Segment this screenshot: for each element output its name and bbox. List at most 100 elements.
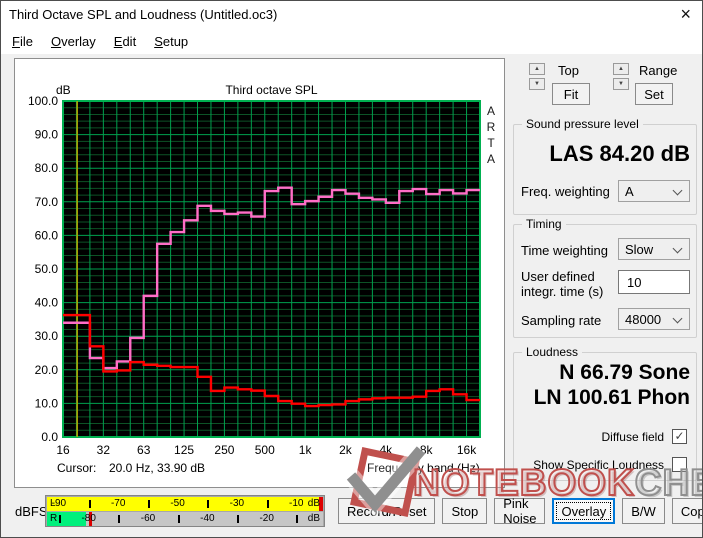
svg-text:60.0: 60.0 [35,228,59,242]
svg-text:10.0: 10.0 [35,396,59,410]
menu-item-file[interactable]: File [12,33,33,49]
svg-text:125: 125 [174,443,194,457]
spl-group: Sound pressure level LAS 84.20 dB Freq. … [513,117,697,215]
cursor-label: Cursor: [57,461,97,475]
svg-text:50.0: 50.0 [35,262,59,276]
svg-text:0.0: 0.0 [41,430,58,444]
meter-tick [118,515,121,523]
sampling-rate-value: 48000 [625,311,662,327]
time-weighting-select[interactable]: Slow [618,238,690,260]
freq-weighting-label: Freq. weighting [521,184,610,199]
series-overlay-pink- [63,186,480,370]
svg-text:4k: 4k [379,443,393,457]
svg-text:90.0: 90.0 [35,128,59,142]
pink-noise-button[interactable]: Pink Noise [494,496,546,526]
meter-unit-label: dB [307,498,320,509]
meter-tick [207,500,210,508]
stop-button[interactable]: Stop [442,498,488,524]
copy-button[interactable]: Copy [671,498,702,524]
integr-time-label-line1: User defined [521,269,595,284]
top-spin-up-icon[interactable]: ▲ [529,63,545,75]
svg-text:30.0: 30.0 [35,329,59,343]
svg-text:63: 63 [137,443,151,457]
meter-clip-indicator [319,497,323,511]
range-spin-up-icon[interactable]: ▲ [613,63,629,75]
chevron-down-icon [672,313,683,324]
timing-group: Timing Time weighting Slow User defined … [513,217,697,338]
meter-row-l: L -90 -70 -50 -30 -10 dB [47,497,323,511]
freq-weighting-select[interactable]: A [618,180,690,202]
meter-tick [266,500,269,508]
meter-tick [88,500,91,508]
meter-tick [236,515,239,523]
diffuse-field-label: Diffuse field [601,430,664,444]
window-title: Third Octave SPL and Loudness (Untitled.… [9,7,278,22]
svg-text:16k: 16k [457,443,477,457]
freq-weighting-value: A [625,183,634,199]
sampling-rate-select[interactable]: 48000 [618,308,690,330]
meter-channel-label: L [50,498,56,509]
loudness-group: Loudness N 66.79 Sone LN 100.61 Phon Dif… [513,345,697,481]
svg-text:100.0: 100.0 [28,94,58,108]
chart-panel: 0.0 10.0 20.0 30.0 40.0 50.0 60.0 70.0 80.0 90.0 1… [14,58,505,488]
meter-tick [177,515,180,523]
meter-scale-label: -40 [200,513,215,524]
range-spin-down-icon[interactable]: ▼ [613,78,629,90]
loudness-phon-value: LN 100.61 Phon [533,386,690,409]
meter-level-bar [47,512,87,526]
spl-chart[interactable]: 0.0 10.0 20.0 30.0 40.0 50.0 60.0 70.0 80.0 90.0 1… [15,59,504,487]
svg-text:2k: 2k [339,443,353,457]
set-button[interactable]: Set [635,83,673,105]
title-bar: Third Octave SPL and Loudness (Untitled.… [1,1,702,28]
series-current-red- [63,313,480,408]
dbfs-label: dBFS [15,504,48,519]
range-label: Range [639,63,678,78]
top-spin-down-icon[interactable]: ▼ [529,78,545,90]
meter-tick [148,500,151,508]
meter-tick [296,515,299,523]
cursor-readout: 20.0 Hz, 33.90 dB [109,461,206,475]
meter-tick [58,515,61,523]
integr-time-label-line2: integr. time (s) [521,284,604,299]
timing-group-title: Timing [522,217,566,231]
show-specific-loudness-label: Show Specific Loudness [533,458,664,472]
meter-scale-label: -60 [140,513,156,524]
record-reset-button[interactable]: Record/Reset [338,498,436,524]
meter-scale-label: -20 [259,513,274,524]
meter-scale-label: -10 [288,498,304,509]
svg-text:1k: 1k [299,443,313,457]
svg-text:500: 500 [255,443,275,457]
chevron-down-icon [672,185,683,196]
level-meter: L -90 -70 -50 -30 -10 dB R -80 -60 -40 -20 dB [45,495,325,527]
y-axis-unit: dB [56,83,71,97]
loudness-group-title: Loudness [522,345,583,359]
meter-scale-label: -30 [229,498,245,509]
menu-item-setup[interactable]: Setup [154,33,189,49]
loudness-sone-value: N 66.79 Sone [559,361,690,384]
close-icon[interactable]: × [680,4,691,24]
svg-text:250: 250 [214,443,234,457]
time-weighting-value: Slow [625,241,654,257]
svg-text:40.0: 40.0 [35,296,59,310]
fit-button[interactable]: Fit [552,83,590,105]
chevron-down-icon [672,243,683,254]
svg-text:80.0: 80.0 [35,161,59,175]
meter-scale-label: -50 [170,498,185,509]
spl-group-title: Sound pressure level [522,117,643,131]
svg-text:32: 32 [97,443,111,457]
top-label: Top [558,63,579,78]
b-w-button[interactable]: B/W [622,498,665,524]
menu-bar: File Overlay Edit Setup [1,28,702,54]
overlay-button[interactable]: Overlay [552,498,616,524]
show-specific-loudness-checkbox[interactable] [672,457,687,472]
svg-text:20.0: 20.0 [35,363,59,377]
integr-time-input[interactable]: 10 [618,270,690,294]
meter-scale-label: -80 [81,513,96,524]
menu-item-edit[interactable]: Edit [113,33,137,49]
svg-text:70.0: 70.0 [35,195,59,209]
sampling-rate-label: Sampling rate [521,313,602,328]
diffuse-field-checkbox[interactable]: ✓ [672,429,687,444]
menu-item-overlay[interactable]: Overlay [50,33,96,49]
